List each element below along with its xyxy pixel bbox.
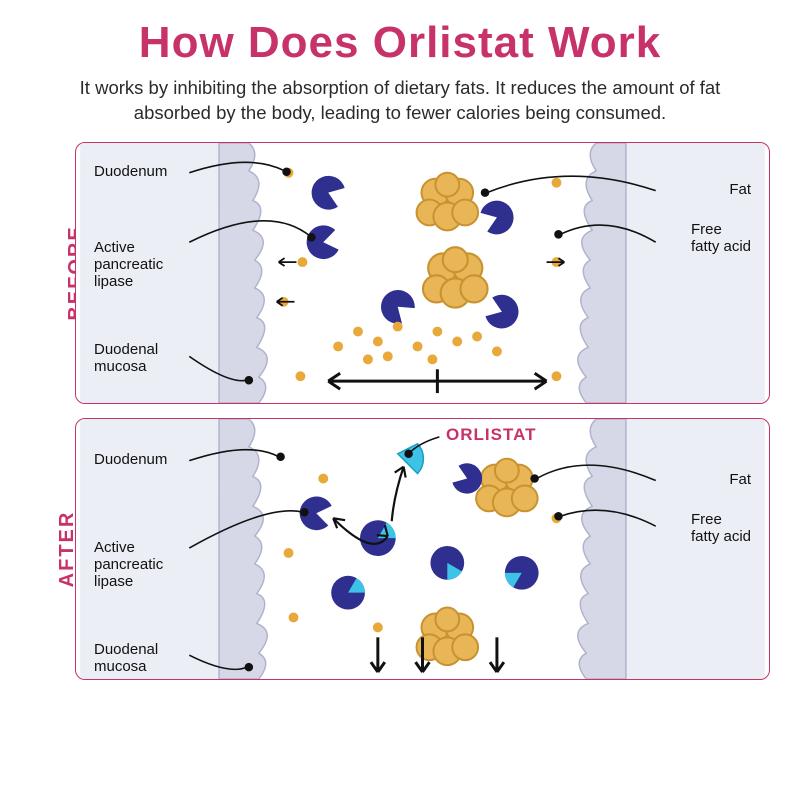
spread-arrow [328, 369, 546, 393]
label-duodenum: Duodenum [94, 163, 167, 180]
after-diagram [76, 419, 769, 679]
label-lipase: Active pancreatic lipase [94, 539, 163, 591]
label-lipase: Active pancreatic lipase [94, 239, 163, 291]
label-fat: Fat [729, 471, 751, 488]
label-fat: Fat [729, 181, 751, 198]
before-panel: Duodenum Active pancreatic lipase Duoden… [75, 142, 770, 404]
fat-globules [417, 173, 488, 308]
after-panel: ORLISTAT Duodenum Active pancreatic lipa… [75, 418, 770, 680]
after-panel-wrap: AFTER [75, 418, 770, 680]
label-mucosa: Duodenal mucosa [94, 341, 158, 376]
label-ffa: Free fatty acid [691, 221, 751, 256]
lipase-active [297, 460, 486, 532]
lipase-inhibited [331, 520, 538, 609]
mucosa-walls [80, 143, 765, 403]
small-arrows [277, 258, 565, 306]
page-title: How Does Orlistat Work [0, 0, 800, 68]
before-diagram [76, 143, 769, 403]
label-orlistat: ORLISTAT [446, 425, 536, 445]
label-duodenum: Duodenum [94, 451, 167, 468]
label-mucosa: Duodenal mucosa [94, 641, 158, 676]
page-subtitle: It works by inhibiting the absorption of… [0, 68, 800, 136]
before-panel-wrap: BEFORE [75, 142, 770, 404]
lipase-enzymes [304, 171, 523, 333]
label-ffa: Free fatty acid [691, 511, 751, 546]
